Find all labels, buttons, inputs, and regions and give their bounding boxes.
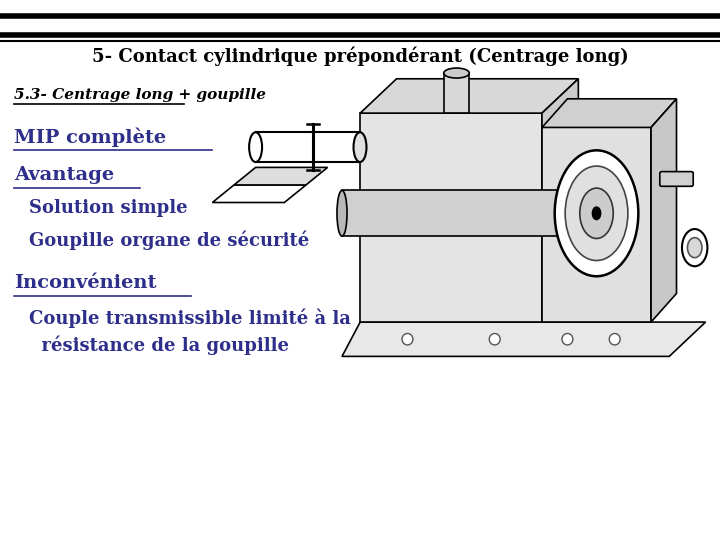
Ellipse shape	[688, 238, 702, 258]
Ellipse shape	[593, 207, 600, 220]
Ellipse shape	[402, 334, 413, 345]
Ellipse shape	[554, 150, 639, 276]
Polygon shape	[542, 99, 677, 127]
Polygon shape	[542, 127, 651, 322]
Bar	[342, 191, 560, 236]
Polygon shape	[234, 167, 328, 185]
Text: 5- Contact cylindrique prépondérant (Centrage long): 5- Contact cylindrique prépondérant (Cen…	[91, 47, 629, 66]
Text: Solution simple: Solution simple	[29, 199, 187, 217]
Text: MIP complète: MIP complète	[14, 128, 166, 147]
Text: Avantage: Avantage	[14, 166, 114, 185]
Bar	[444, 73, 469, 113]
Ellipse shape	[682, 229, 708, 266]
Ellipse shape	[562, 334, 573, 345]
Polygon shape	[256, 132, 360, 162]
Ellipse shape	[249, 132, 262, 162]
FancyBboxPatch shape	[660, 172, 693, 186]
Polygon shape	[360, 79, 578, 113]
Ellipse shape	[565, 166, 628, 260]
Text: 5.3- Centrage long + goupille: 5.3- Centrage long + goupille	[14, 87, 266, 102]
Ellipse shape	[337, 191, 347, 236]
Ellipse shape	[444, 68, 469, 78]
Text: Inconvénient: Inconvénient	[14, 274, 157, 293]
Polygon shape	[342, 322, 706, 356]
Ellipse shape	[354, 132, 366, 162]
Polygon shape	[542, 79, 578, 322]
Text: Couple transmissible limité à la
  résistance de la goupille: Couple transmissible limité à la résista…	[29, 309, 351, 355]
Polygon shape	[360, 113, 542, 322]
Polygon shape	[651, 99, 677, 322]
Polygon shape	[212, 185, 306, 202]
Ellipse shape	[609, 334, 620, 345]
Ellipse shape	[490, 334, 500, 345]
Ellipse shape	[580, 188, 613, 239]
Text: Goupille organe de sécurité: Goupille organe de sécurité	[29, 231, 309, 250]
